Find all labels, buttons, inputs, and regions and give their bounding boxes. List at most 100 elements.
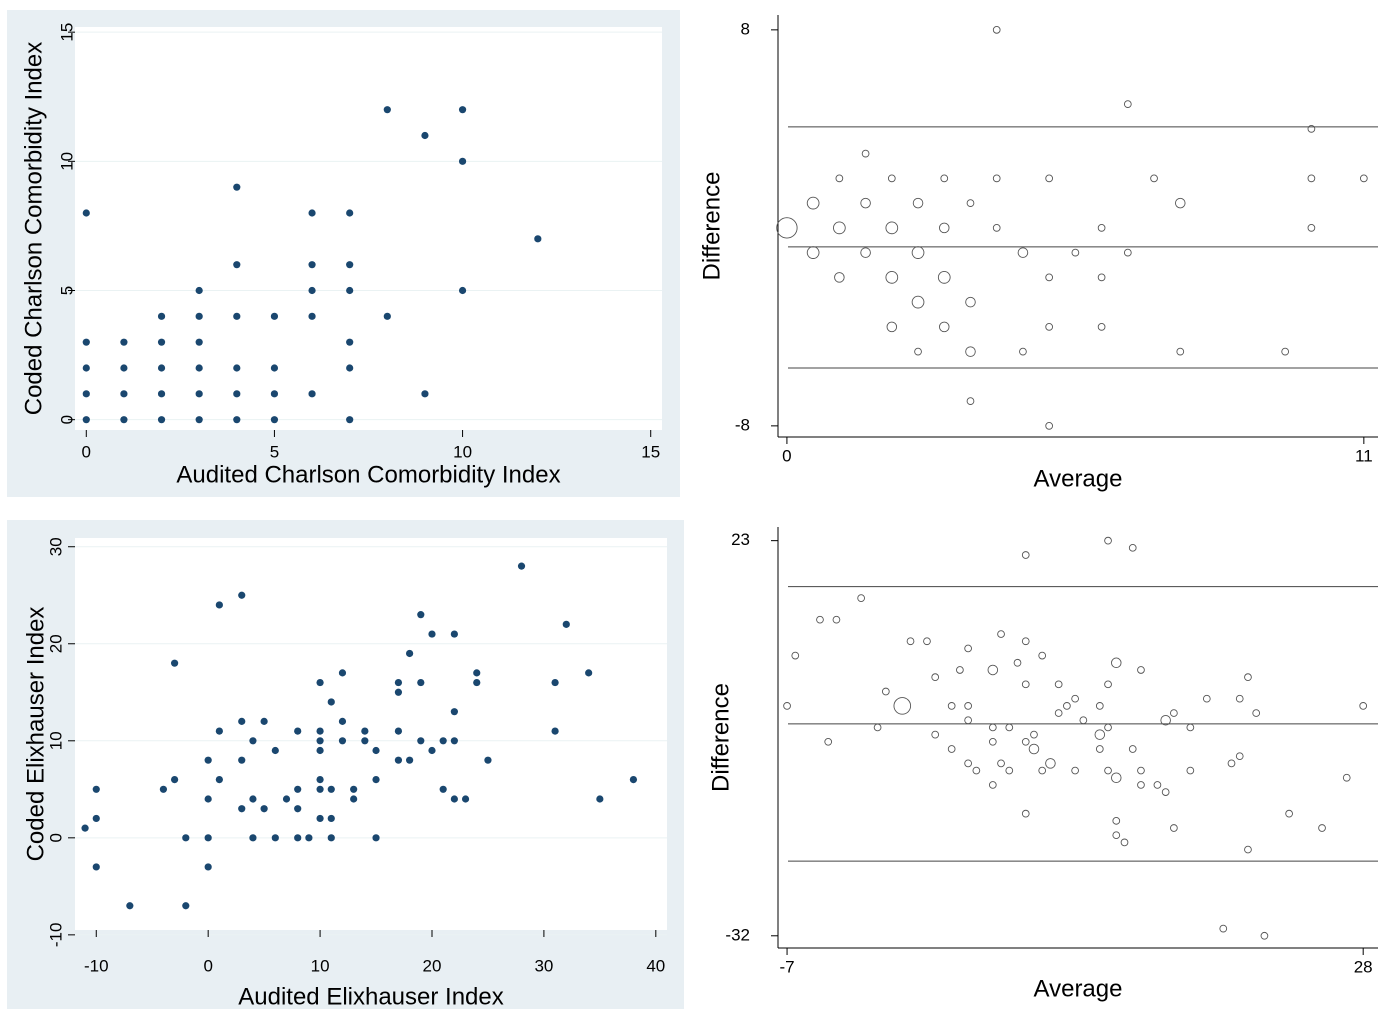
point <box>82 338 90 346</box>
y-axis-title: Coded Charlson Comorbidity Index <box>20 42 47 416</box>
point <box>940 174 949 183</box>
point <box>195 364 203 372</box>
point <box>1202 694 1211 703</box>
point <box>92 814 100 823</box>
point <box>484 756 492 764</box>
point <box>473 678 481 687</box>
point <box>1094 729 1106 740</box>
point <box>458 286 467 295</box>
point <box>966 397 975 405</box>
point <box>1137 666 1145 674</box>
point <box>1063 702 1071 710</box>
point <box>1260 931 1269 940</box>
point <box>534 235 542 243</box>
point <box>316 746 324 755</box>
point <box>816 615 824 624</box>
point <box>834 272 845 283</box>
point <box>316 727 324 735</box>
point <box>458 157 467 165</box>
point <box>585 669 593 677</box>
point <box>1104 536 1112 545</box>
y-axis-title: Difference <box>707 683 734 792</box>
point <box>346 364 354 372</box>
point <box>238 805 246 813</box>
point <box>450 630 458 638</box>
point <box>1252 709 1261 717</box>
point <box>249 795 257 803</box>
point <box>1150 174 1158 183</box>
point <box>346 286 354 295</box>
point <box>1219 924 1228 933</box>
point <box>1095 702 1104 710</box>
y-tick-label: 0 <box>57 415 76 424</box>
point <box>439 785 447 793</box>
x-tick-label: 5 <box>270 442 279 461</box>
point <box>939 321 950 333</box>
point <box>1019 347 1027 356</box>
point <box>1244 673 1252 682</box>
point <box>1170 709 1178 717</box>
point <box>406 649 414 658</box>
point <box>92 863 100 871</box>
point <box>195 338 203 346</box>
x-tick-label: 0 <box>82 442 91 461</box>
point <box>629 776 638 784</box>
point <box>1111 657 1122 669</box>
point <box>260 717 268 725</box>
point <box>931 673 940 682</box>
point <box>1244 845 1252 854</box>
point <box>964 644 972 653</box>
point <box>421 131 429 140</box>
point <box>956 666 964 674</box>
point <box>215 727 223 735</box>
y-tick-label: 5 <box>57 286 76 295</box>
point <box>806 196 820 210</box>
point <box>81 824 89 832</box>
point <box>1318 824 1326 832</box>
point <box>1071 694 1079 703</box>
point <box>195 286 203 295</box>
point <box>1005 766 1014 775</box>
point <box>233 364 241 372</box>
point <box>182 834 190 842</box>
point <box>806 246 820 259</box>
point <box>914 347 922 356</box>
point <box>361 727 369 735</box>
point <box>832 615 841 624</box>
y-tick-label: 20 <box>46 634 65 653</box>
point <box>271 834 279 842</box>
point <box>82 416 90 424</box>
point <box>1161 788 1170 796</box>
point <box>157 364 166 372</box>
point <box>417 678 425 687</box>
x-tick-label: 40 <box>646 956 665 975</box>
point <box>992 26 1001 34</box>
point <box>308 390 316 398</box>
point <box>308 312 316 320</box>
point <box>394 688 403 696</box>
point <box>294 785 302 793</box>
point <box>1112 831 1121 840</box>
point <box>824 737 833 746</box>
x-tick-label: 28 <box>1354 957 1373 976</box>
point <box>1112 816 1121 825</box>
point <box>421 390 429 398</box>
point <box>1160 714 1171 726</box>
point <box>308 209 316 217</box>
point <box>1054 680 1063 689</box>
point <box>461 795 470 803</box>
point <box>383 106 391 114</box>
point <box>282 795 291 803</box>
point <box>1038 651 1047 660</box>
point <box>271 746 279 755</box>
point <box>1111 772 1122 783</box>
point <box>372 834 380 842</box>
y-tick-label: 10 <box>46 731 65 750</box>
point <box>861 149 870 158</box>
point <box>82 364 90 372</box>
x-tick-label: 20 <box>423 956 442 975</box>
point <box>458 106 467 114</box>
point <box>1342 773 1351 782</box>
point <box>1038 766 1047 775</box>
point <box>992 174 1001 183</box>
